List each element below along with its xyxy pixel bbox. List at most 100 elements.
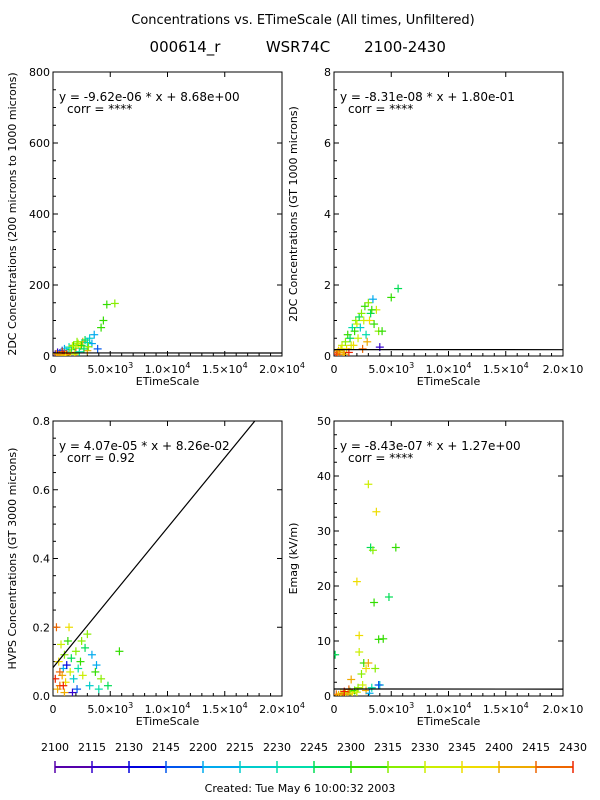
data-point <box>54 657 63 666</box>
data-point <box>103 681 112 690</box>
fit-equation: y = -8.43e-07 * x + 1.27e+00 <box>340 439 521 453</box>
data-point <box>374 681 383 689</box>
data-point <box>76 657 85 666</box>
data-point <box>57 640 66 649</box>
x-tick-label: 1.5×104 <box>483 701 529 716</box>
data-point <box>363 337 372 346</box>
data-point <box>53 623 61 632</box>
x-tick-label: 1.0×104 <box>426 701 472 716</box>
y-tick-label: 0.0 <box>33 690 51 703</box>
colorbar-label: 2430 <box>559 741 587 754</box>
colorbar-label: 2115 <box>78 741 106 754</box>
data-point <box>378 327 387 336</box>
data-point <box>349 341 358 350</box>
data-point <box>364 298 373 307</box>
colorbar-label: 2330 <box>411 741 439 754</box>
colorbar-label: 2315 <box>374 741 402 754</box>
data-point <box>358 344 367 353</box>
colorbar-label: 2345 <box>448 741 476 754</box>
data-point <box>357 670 366 678</box>
time-range: 2100-2430 <box>364 38 446 56</box>
data-point <box>91 667 100 676</box>
data-point <box>351 316 360 325</box>
data-point <box>355 631 364 640</box>
data-point <box>85 681 94 690</box>
x-tick-label: 0 <box>331 703 338 716</box>
x-tick-label: 5.0×103 <box>87 361 133 376</box>
y-tick-label: 200 <box>29 279 50 292</box>
x-tick-label: 0 <box>331 363 338 376</box>
x-axis-label: ETimeScale <box>136 375 200 388</box>
data-point <box>346 334 355 343</box>
data-point <box>354 334 363 343</box>
x-tick-label: 1.5×104 <box>202 361 248 376</box>
data-point <box>55 667 64 676</box>
colorbar-label: 2130 <box>115 741 143 754</box>
x-tick-label: 2.0×104 <box>259 701 305 716</box>
data-point <box>83 630 92 639</box>
colorbar-label: 2415 <box>522 741 550 754</box>
y-tick-label: 0.4 <box>33 553 51 566</box>
data-point <box>364 659 373 667</box>
x-axis-label: ETimeScale <box>417 375 481 388</box>
data-point <box>355 648 364 656</box>
data-point <box>81 643 90 652</box>
data-points <box>334 480 400 696</box>
colorbar-label: 2100 <box>41 741 69 754</box>
correlation-text: corr = **** <box>67 102 132 116</box>
x-tick-label: 2.0×104 <box>259 361 305 376</box>
correlation-text: corr = **** <box>348 451 413 465</box>
data-point <box>368 546 377 555</box>
x-tick-label: 2.0×10 <box>543 363 584 376</box>
data-point <box>350 327 359 336</box>
data-point <box>99 316 108 325</box>
y-tick-label: 30 <box>317 525 331 538</box>
fit-equation: y = -8.31e-08 * x + 1.80e-01 <box>340 90 515 104</box>
colorbar-label: 2400 <box>485 741 513 754</box>
data-point <box>59 681 68 690</box>
data-point <box>59 664 68 673</box>
data-point <box>68 342 77 351</box>
y-tick-label: 400 <box>29 208 50 221</box>
data-point <box>68 688 77 696</box>
x-tick-label: 1.0×104 <box>145 361 191 376</box>
y-tick-label: 2 <box>324 279 331 292</box>
data-point <box>83 338 92 347</box>
x-tick-label: 1.5×104 <box>483 361 529 376</box>
radar-name: WSR74C <box>266 38 330 56</box>
data-point <box>102 300 111 309</box>
x-tick-label: 0 <box>50 703 57 716</box>
fit-equation: y = 4.07e-05 * x + 8.26e-02 <box>59 439 230 453</box>
x-tick-label: 5.0×103 <box>368 701 414 716</box>
data-point <box>368 295 377 304</box>
data-point <box>371 664 380 673</box>
colorbar-label: 2200 <box>189 741 217 754</box>
time-colorbar: 2100 2115 2130 2145 2200 2215 2230 2245 2300 2315… <box>41 741 587 773</box>
data-point <box>341 337 350 346</box>
data-point <box>384 593 393 601</box>
data-point <box>110 299 119 308</box>
y-tick-label: 40 <box>317 470 331 483</box>
data-point <box>53 349 61 356</box>
scatter-panel-1: 0 200 400 600 800 0 5.0×103 1.0×104 1.5×104 2.0×1… <box>6 66 305 388</box>
y-tick-label: 6 <box>324 137 331 150</box>
fit-line <box>53 421 256 668</box>
data-point <box>334 650 340 659</box>
colorbar-label: 2300 <box>337 741 365 754</box>
colorbar-label: 2215 <box>226 741 254 754</box>
data-point <box>352 320 361 329</box>
y-tick-label: 0.2 <box>33 621 51 634</box>
data-point <box>78 671 87 680</box>
data-point <box>75 347 84 356</box>
data-point <box>379 634 388 643</box>
data-point <box>74 664 83 673</box>
y-tick-label: 20 <box>317 580 331 593</box>
data-point <box>365 689 374 696</box>
data-point <box>93 344 102 353</box>
data-point <box>69 674 78 683</box>
y-tick-label: 0 <box>324 690 331 703</box>
correlation-text: corr = **** <box>348 102 413 116</box>
x-tick-label: 0 <box>50 363 57 376</box>
data-point <box>62 350 71 356</box>
y-tick-label: 0.6 <box>33 484 51 497</box>
